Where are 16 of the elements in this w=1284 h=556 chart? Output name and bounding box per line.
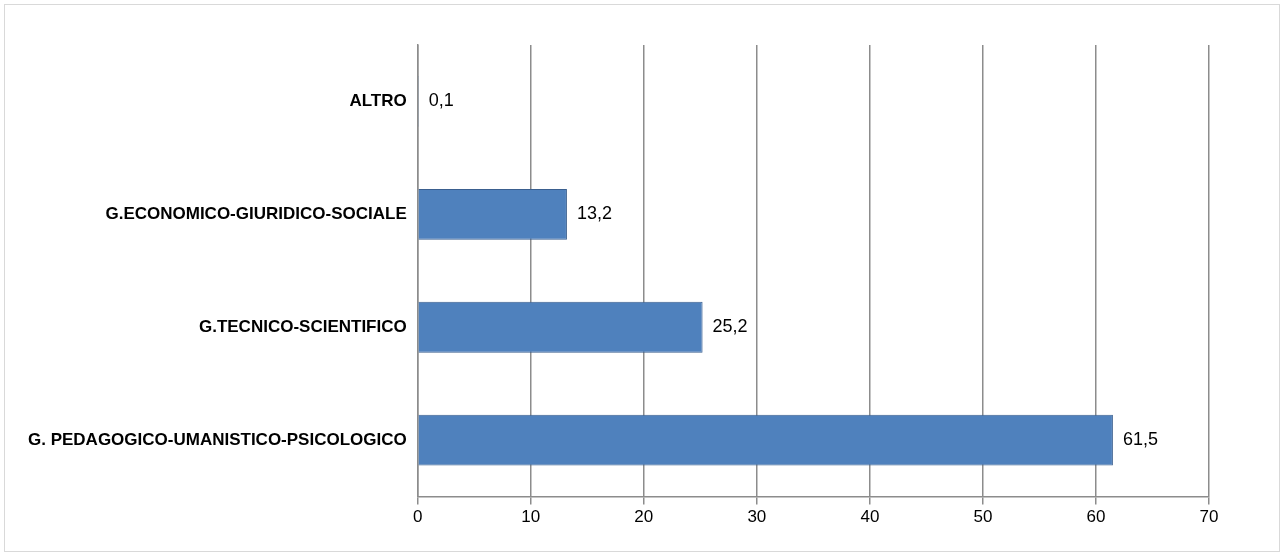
x-tick-label: 30 <box>747 507 767 527</box>
y-tick-label: G.TECNICO-SCIENTIFICO <box>198 316 407 336</box>
y-tick-label: ALTRO <box>349 91 407 111</box>
x-tick-label: 0 <box>413 507 423 527</box>
x-tick-label: 60 <box>1086 507 1106 527</box>
data-label: 0,1 <box>428 90 454 111</box>
data-label: 13,2 <box>576 203 612 224</box>
data-label: 25,2 <box>712 316 748 337</box>
y-tick-label: G.ECONOMICO-GIURIDICO-SOCIALE <box>105 204 407 224</box>
x-tick-label: 50 <box>973 507 993 527</box>
x-tick-label: 20 <box>634 507 654 527</box>
x-tick-label: 10 <box>521 507 541 527</box>
x-tick-label: 70 <box>1199 507 1219 527</box>
data-label: 61,5 <box>1122 429 1158 450</box>
y-tick-label: G. PEDAGOGICO-UMANISTICO-PSICOLOGICO <box>28 429 407 449</box>
x-tick-label: 40 <box>860 507 880 527</box>
